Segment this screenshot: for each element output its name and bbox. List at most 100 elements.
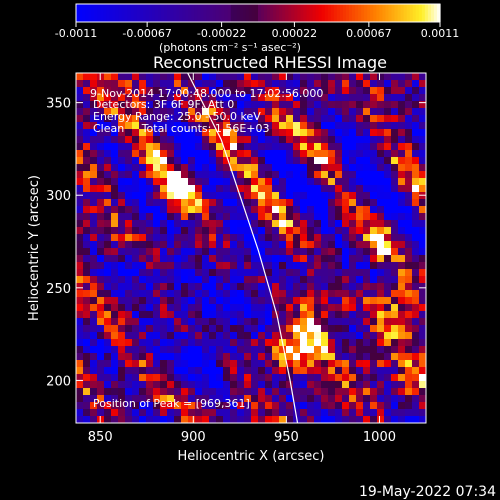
heatmap-pixel xyxy=(370,353,378,361)
heatmap-pixel xyxy=(398,255,406,263)
colorbar-swatch xyxy=(103,4,107,22)
heatmap-pixel xyxy=(118,199,126,207)
heatmap-pixel xyxy=(195,164,203,172)
heatmap-pixel xyxy=(370,199,378,207)
heatmap-pixel xyxy=(181,325,189,333)
heatmap-pixel xyxy=(167,395,175,403)
heatmap-pixel xyxy=(111,213,119,221)
heatmap-pixel xyxy=(174,157,182,165)
heatmap-pixel xyxy=(230,164,238,172)
heatmap-pixel xyxy=(223,122,231,130)
heatmap-pixel xyxy=(111,248,119,256)
heatmap-pixel xyxy=(293,374,301,382)
heatmap-pixel xyxy=(321,94,329,102)
heatmap-pixel xyxy=(293,353,301,361)
colorbar-swatch xyxy=(142,4,147,22)
heatmap-pixel xyxy=(258,297,266,305)
heatmap-pixel xyxy=(377,248,385,256)
heatmap-pixel xyxy=(370,402,378,410)
heatmap-pixel xyxy=(195,311,203,319)
heatmap-pixel xyxy=(321,80,329,88)
heatmap-pixel xyxy=(398,73,406,81)
heatmap-pixel xyxy=(118,374,126,382)
heatmap-pixel xyxy=(419,381,426,389)
heatmap-pixel xyxy=(272,115,280,123)
heatmap-pixel xyxy=(307,192,315,200)
heatmap-pixel xyxy=(405,150,413,158)
heatmap-pixel xyxy=(76,73,84,81)
heatmap-pixel xyxy=(139,339,147,347)
heatmap-pixel xyxy=(188,227,196,235)
heatmap-pixel xyxy=(384,283,392,291)
heatmap-pixel xyxy=(202,416,210,423)
heatmap-pixel xyxy=(153,185,161,193)
heatmap-pixel xyxy=(419,192,426,200)
heatmap-pixel xyxy=(307,115,315,123)
heatmap-pixel xyxy=(293,325,301,333)
heatmap-pixel xyxy=(279,332,287,340)
heatmap-pixel xyxy=(195,262,203,270)
heatmap-pixel xyxy=(160,360,168,368)
heatmap-pixel xyxy=(293,192,301,200)
heatmap-pixel xyxy=(237,416,245,423)
heatmap-pixel xyxy=(223,269,231,277)
heatmap-pixel xyxy=(342,339,350,347)
heatmap-pixel xyxy=(391,360,399,368)
heatmap-pixel xyxy=(146,290,154,298)
heatmap-pixel xyxy=(209,185,217,193)
heatmap-pixel xyxy=(419,248,426,256)
x-tick-label: 950 xyxy=(274,430,299,445)
heatmap-pixel xyxy=(293,220,301,228)
heatmap-pixel xyxy=(153,339,161,347)
heatmap-pixel xyxy=(342,381,350,389)
heatmap-pixel xyxy=(188,269,196,277)
heatmap-pixel xyxy=(405,318,413,326)
heatmap-pixel xyxy=(349,297,357,305)
heatmap-pixel xyxy=(335,206,343,214)
heatmap-pixel xyxy=(244,318,252,326)
heatmap-pixel xyxy=(342,402,350,410)
heatmap-pixel xyxy=(244,339,252,347)
heatmap-pixel xyxy=(76,388,84,396)
heatmap-pixel xyxy=(167,101,175,109)
heatmap-pixel xyxy=(272,409,280,417)
heatmap-pixel xyxy=(251,136,259,144)
heatmap-pixel xyxy=(391,199,399,207)
heatmap-pixel xyxy=(300,122,308,130)
heatmap-pixel xyxy=(223,381,231,389)
heatmap-pixel xyxy=(174,388,182,396)
heatmap-pixel xyxy=(265,150,273,158)
heatmap-pixel xyxy=(279,360,287,368)
heatmap-pixel xyxy=(118,87,126,95)
heatmap-pixel xyxy=(174,234,182,242)
heatmap-pixel xyxy=(251,150,259,158)
heatmap-pixel xyxy=(377,206,385,214)
heatmap-pixel xyxy=(405,87,413,95)
heatmap-pixel xyxy=(251,395,259,403)
heatmap-pixel xyxy=(328,283,336,291)
heatmap-pixel xyxy=(216,185,224,193)
heatmap-pixel xyxy=(258,248,266,256)
colorbar-swatch xyxy=(233,4,238,22)
heatmap-pixel xyxy=(244,374,252,382)
heatmap-pixel xyxy=(384,409,392,417)
heatmap-pixel xyxy=(195,388,203,396)
heatmap-pixel xyxy=(160,409,168,417)
heatmap-pixel xyxy=(279,206,287,214)
heatmap-pixel xyxy=(153,318,161,326)
heatmap-pixel xyxy=(83,332,91,340)
heatmap-pixel xyxy=(237,381,245,389)
heatmap-pixel xyxy=(146,192,154,200)
heatmap-pixel xyxy=(377,269,385,277)
heatmap-pixel xyxy=(132,388,140,396)
heatmap-pixel xyxy=(412,248,420,256)
heatmap-pixel xyxy=(321,311,329,319)
heatmap-pixel xyxy=(237,248,245,256)
heatmap-pixel xyxy=(230,339,238,347)
heatmap-pixel xyxy=(363,234,371,242)
heatmap-pixel xyxy=(146,94,154,102)
heatmap-pixel xyxy=(160,178,168,186)
heatmap-pixel xyxy=(356,192,364,200)
heatmap-pixel xyxy=(300,108,308,116)
